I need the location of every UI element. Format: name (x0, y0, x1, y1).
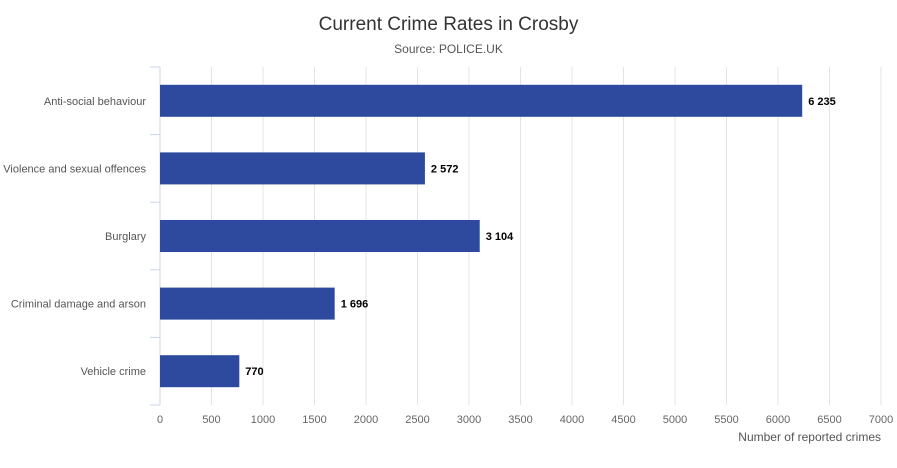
x-tick-label: 6000 (766, 414, 790, 426)
bar (160, 220, 480, 252)
y-category-label: Anti-social behaviour (44, 96, 146, 108)
data-label: 770 (245, 366, 263, 378)
y-category-label: Violence and sexual offences (3, 163, 146, 175)
x-tick-label: 6500 (817, 414, 841, 426)
x-tick-label: 4000 (560, 414, 584, 426)
x-tick-label: 1500 (302, 414, 326, 426)
bar (160, 152, 425, 185)
chart-subtitle: Source: POLICE.UK (394, 42, 503, 56)
chart-title: Current Crime Rates in Crosby (318, 14, 579, 35)
x-tick-label: 500 (202, 414, 220, 426)
y-category-label: Criminal damage and arson (11, 299, 146, 311)
x-tick-label: 3000 (457, 414, 481, 426)
data-label: 1 696 (341, 299, 369, 311)
bar (160, 84, 803, 117)
x-tick-label: 1000 (251, 414, 275, 426)
x-tick-label: 7000 (869, 414, 893, 426)
x-tick-label: 0 (157, 414, 163, 426)
x-tick-label: 4500 (611, 414, 635, 426)
x-tick-label: 2500 (405, 414, 429, 426)
x-tick-label: 3500 (508, 414, 532, 426)
x-axis-title: Number of reported crimes (738, 430, 881, 444)
bar (160, 355, 240, 388)
y-category-label: Burglary (105, 231, 146, 243)
data-label: 2 572 (431, 163, 459, 175)
y-category-label: Vehicle crime (81, 366, 146, 378)
bar (160, 287, 335, 320)
x-tick-label: 2000 (354, 414, 378, 426)
x-tick-label: 5000 (663, 414, 687, 426)
x-tick-label: 5500 (714, 414, 738, 426)
data-label: 3 104 (486, 231, 514, 243)
data-label: 6 235 (808, 96, 836, 108)
